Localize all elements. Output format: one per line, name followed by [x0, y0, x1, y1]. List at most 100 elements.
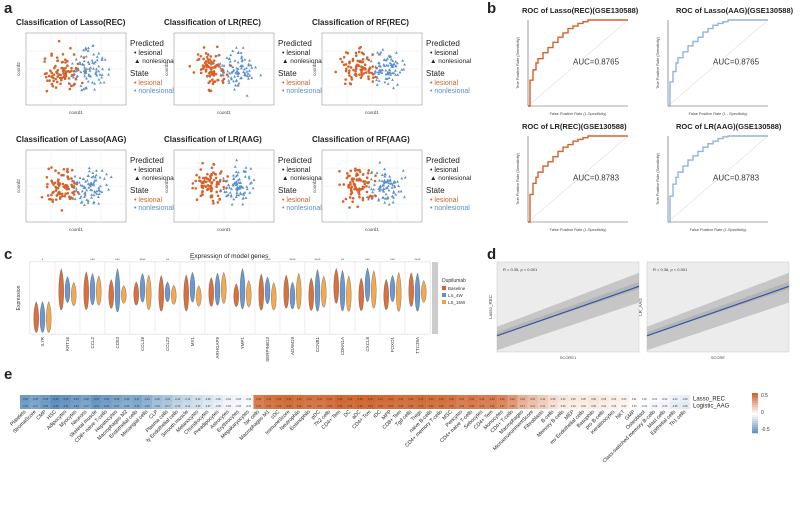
scatter-point [389, 57, 393, 61]
scatter-point [44, 75, 48, 79]
scatter-point [367, 196, 371, 199]
heatmap-cell [253, 402, 264, 409]
scale-segment [752, 419, 758, 422]
heatmap-cell [202, 395, 214, 402]
scatter-point [242, 193, 246, 196]
scatter-point [355, 188, 359, 192]
scatter-point [210, 166, 214, 170]
scatter-point [84, 86, 88, 89]
cell-value: -0.04 [225, 398, 231, 401]
heatmap-cell [172, 402, 183, 409]
scatter-point [45, 185, 49, 189]
scatter-point [83, 193, 87, 197]
scatter-point [200, 181, 204, 185]
roc-title-b1: ROC of Lasso(REC)(GSE130588) [522, 6, 639, 15]
scatter-point [196, 53, 200, 56]
scatter-point [388, 70, 392, 74]
significance-label: ** [341, 257, 345, 262]
scatter-point [86, 49, 90, 52]
heatmap-cell [80, 395, 92, 402]
gene-label: CCNB1 [315, 337, 320, 353]
scatter-point [62, 68, 66, 72]
scatter-point [345, 67, 348, 71]
heatmap-cell [273, 395, 285, 402]
scatter-point [52, 183, 55, 186]
scatter-point [224, 194, 228, 198]
scatter-point [57, 39, 61, 43]
scatter-point [236, 178, 240, 182]
scatter-point [353, 169, 357, 172]
scatter-point [226, 69, 230, 73]
scatter-point [214, 54, 218, 58]
cell-value: 0.04 [581, 405, 586, 408]
scatter-point [201, 176, 205, 180]
scatter-point [97, 186, 101, 189]
column-label: aDC [351, 409, 363, 421]
scatter-point [56, 75, 59, 78]
scatter-point [64, 61, 67, 64]
cell-value: -0.06 [215, 398, 221, 401]
cell-value: 0.29 [490, 405, 495, 408]
scatter-point [223, 190, 227, 194]
y-axis-label: True Positive Rate (Sensitivity) [516, 36, 520, 89]
scatter-point [62, 75, 66, 79]
violin-shape [139, 273, 146, 303]
violin-shape [408, 272, 414, 307]
x-axis-label: False Positive Rate (1 - Specificity) [689, 112, 749, 116]
scale-tick: 0.5 [761, 393, 768, 399]
scatter-point [202, 65, 206, 68]
legend-state-title: State [426, 69, 445, 78]
scatter-point [395, 51, 398, 54]
scatter-point [212, 59, 216, 62]
scatter-point [240, 59, 244, 63]
scatter-point [252, 178, 256, 181]
scatter-point [365, 56, 369, 59]
cell-value: 0.05 [571, 398, 576, 401]
scatter-point [83, 195, 86, 198]
violin-plot: *IL7R KRT16***CCL2***CD53****CCL18**CCL22… [16, 257, 466, 362]
scatter-point [364, 71, 368, 74]
heatmap-cell [608, 402, 620, 409]
cell-value: 0.02 [622, 405, 627, 408]
scatter-point [61, 52, 65, 56]
significance-label: *** [390, 257, 395, 262]
legend-predicted-lesional: • lesional [134, 167, 163, 174]
heatmap-cell [537, 395, 549, 402]
cell-value: 0.11 [541, 405, 546, 408]
scatter-point [216, 78, 220, 82]
scatter-point [361, 173, 365, 176]
column-label: iDC [372, 409, 383, 420]
scatter-point [401, 169, 405, 172]
scatter-point [229, 53, 233, 57]
scatter-point [212, 163, 216, 166]
scatter-title-a5: Classification of LR(AAG) [164, 135, 262, 144]
scatter-point [388, 174, 392, 178]
heatmap-cell [141, 395, 153, 402]
scatter-point [202, 67, 205, 70]
scale-segment [752, 421, 758, 424]
scatter-point [222, 176, 225, 180]
violin-shape [58, 268, 64, 311]
diagonal [667, 19, 769, 107]
heatmap-cell [375, 402, 386, 409]
cell-value: 0.34 [368, 405, 373, 408]
scatter-point [216, 45, 219, 49]
roc-curve [668, 19, 768, 107]
scatter-point [241, 202, 245, 206]
scatter-point [203, 179, 206, 183]
scatter-point [55, 70, 58, 74]
heatmap-cell [659, 402, 670, 409]
cell-value: -0.29 [104, 405, 110, 408]
scatter-point [88, 169, 91, 173]
cell-value: -0.02 [246, 398, 252, 401]
legend-predicted-lesional: • lesional [134, 50, 163, 57]
scatter-point [97, 202, 101, 205]
violin-shape [414, 272, 421, 312]
scatter-point [217, 63, 220, 66]
heatmap-cell [385, 395, 396, 402]
heatmap-cell [131, 402, 143, 409]
heatmap-cell [91, 402, 102, 409]
violin-shape [339, 269, 346, 312]
scatter-point [334, 70, 337, 74]
heatmap-cell [111, 395, 122, 402]
